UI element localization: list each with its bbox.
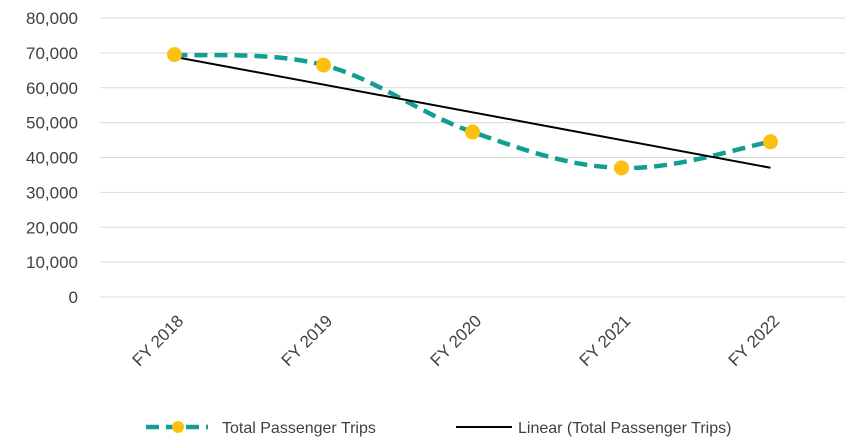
data-points <box>167 47 778 176</box>
data-point <box>167 47 182 63</box>
x-tick-label: FY 2018 <box>129 311 188 370</box>
data-point <box>465 124 480 140</box>
data-point <box>763 134 778 150</box>
legend: Total Passenger Trips Linear (Total Pass… <box>146 420 731 437</box>
y-tick-label: 70,000 <box>26 44 78 63</box>
x-tick-label: FY 2022 <box>725 311 784 370</box>
gridlines <box>100 17 845 298</box>
x-tick-label: FY 2021 <box>576 311 635 370</box>
legend-item-trendline: Linear (Total Passenger Trips) <box>456 420 731 437</box>
legend-series-marker-swatch <box>172 421 184 433</box>
y-tick-label: 20,000 <box>26 218 78 237</box>
x-axis-tick-labels: FY 2018 FY 2019 FY 2020 FY 2021 FY 2022 <box>129 311 784 370</box>
legend-series-label: Total Passenger Trips <box>222 420 376 437</box>
x-tick-label: FY 2020 <box>427 311 486 370</box>
y-tick-label: 0 <box>69 288 78 307</box>
data-point <box>614 160 629 176</box>
x-tick-label: FY 2019 <box>278 311 337 370</box>
legend-item-series: Total Passenger Trips <box>146 420 376 437</box>
trendline-line <box>174 55 771 169</box>
legend-trendline-label: Linear (Total Passenger Trips) <box>518 420 731 437</box>
y-tick-label: 10,000 <box>26 253 78 272</box>
y-tick-label: 30,000 <box>26 183 78 202</box>
y-tick-label: 40,000 <box>26 149 78 168</box>
trendline <box>174 55 771 169</box>
data-point <box>316 57 331 73</box>
y-tick-label: 50,000 <box>26 114 78 133</box>
y-tick-label: 80,000 <box>26 9 78 28</box>
y-axis-tick-labels: 0 10,000 20,000 30,000 40,000 50,000 60,000 70,… <box>26 9 78 307</box>
y-tick-label: 60,000 <box>26 79 78 98</box>
